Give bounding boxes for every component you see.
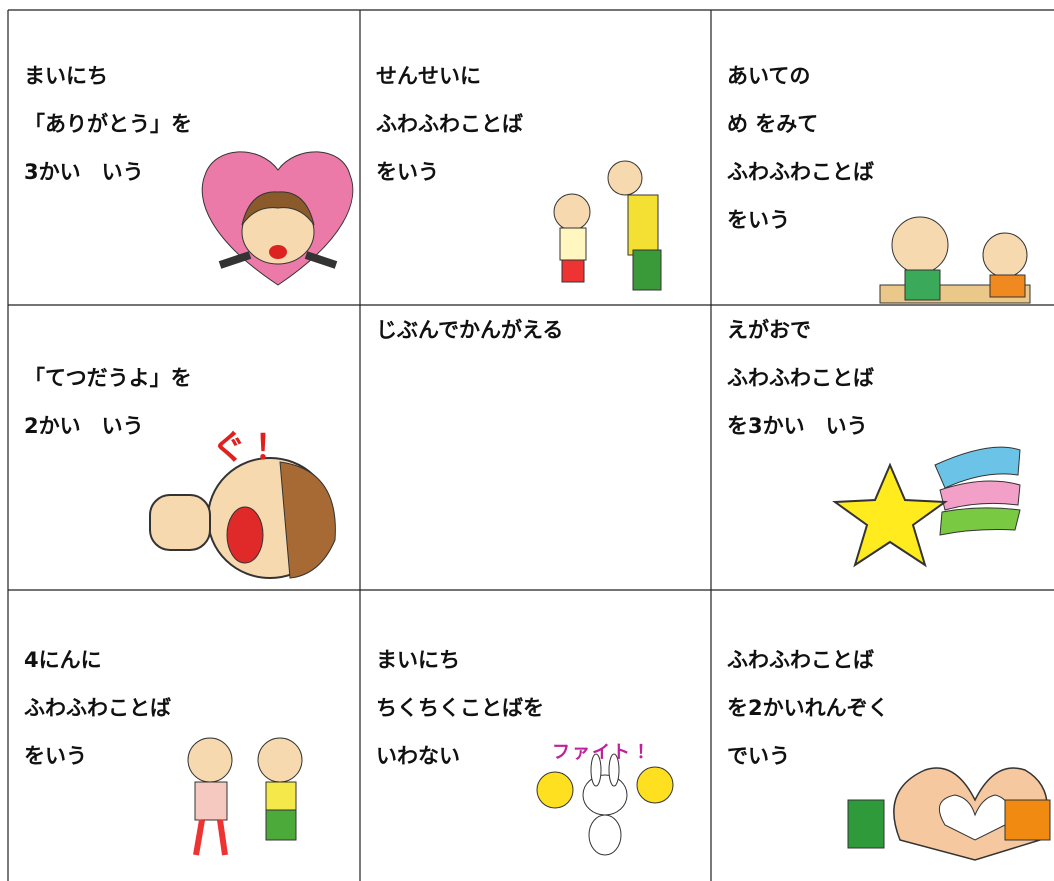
two-children-at-desk bbox=[879, 216, 1031, 304]
cell-text-line: 「てつだうよ」を bbox=[24, 366, 192, 390]
cheering-rabbit bbox=[536, 753, 674, 856]
illustration-text: ファイト！ bbox=[552, 742, 652, 763]
cell: 「てつだうよ」を 2かい いう bbox=[24, 354, 192, 450]
heart-girl bbox=[201, 151, 354, 286]
cell-text-line: を3かい いう bbox=[727, 414, 868, 438]
cell-text-line: 「ありがとう」を bbox=[24, 112, 192, 136]
cell-text-line: ふわふわことば bbox=[24, 696, 171, 720]
shooting-star bbox=[832, 446, 1021, 568]
cell: まいにちちくちくことばを いわない bbox=[376, 636, 544, 780]
cell-text-line: 3かい いう bbox=[24, 160, 144, 184]
cell: あいてのめ をみてふわふわことば をいう bbox=[727, 52, 874, 244]
illustration-text: ぐ！ bbox=[212, 428, 280, 468]
cell-text-line: を2かいれんぞく bbox=[727, 696, 889, 720]
cell-text-line: あいての bbox=[727, 64, 811, 88]
cell-text-line: でいう bbox=[727, 744, 790, 768]
cell-text-line: えがおで bbox=[727, 318, 811, 342]
cell: 4にんにふわふわことば をいう bbox=[24, 636, 171, 780]
cell-text-line: ちくちくことばを bbox=[376, 696, 544, 720]
cell: じぶんでかんがえる bbox=[376, 306, 563, 354]
cell-text-line: じぶんでかんがえる bbox=[376, 318, 564, 342]
cell: まいにち「ありがとう」を 3かい いう bbox=[24, 52, 192, 196]
cell-text-line: をいう bbox=[24, 744, 87, 768]
cell-text-line: 4にんに bbox=[24, 648, 102, 672]
cell-text-line: をいう bbox=[727, 208, 790, 232]
cell-text-line: ふわふわことば bbox=[727, 366, 874, 390]
cell-text-line: まいにち bbox=[376, 648, 460, 672]
cell-text-line: ふわふわことば bbox=[376, 112, 523, 136]
cell-text-line: いわない bbox=[376, 744, 460, 768]
cell-text-line: をいう bbox=[376, 160, 439, 184]
cell-text-line: ふわふわことば bbox=[727, 648, 874, 672]
boy-teacher bbox=[553, 160, 662, 291]
cell-text-line: せんせいに bbox=[376, 64, 481, 88]
cell-text-line: め をみて bbox=[727, 112, 819, 136]
heart-hands bbox=[847, 767, 1051, 861]
cell-text-line: 2かい いう bbox=[24, 414, 144, 438]
cell: ふわふわことば を2かいれんぞく でいう bbox=[727, 636, 889, 780]
two-girls bbox=[187, 737, 303, 856]
thumbs-up-face bbox=[149, 457, 336, 579]
cell: せんせいにふわふわことば をいう bbox=[376, 52, 523, 196]
cell-text-line: ふわふわことば bbox=[727, 160, 874, 184]
grid bbox=[7, 9, 1054, 881]
cell-text-line: まいにち bbox=[24, 64, 108, 88]
cell: えがおでふわふわことば を3かい いう bbox=[727, 306, 874, 450]
